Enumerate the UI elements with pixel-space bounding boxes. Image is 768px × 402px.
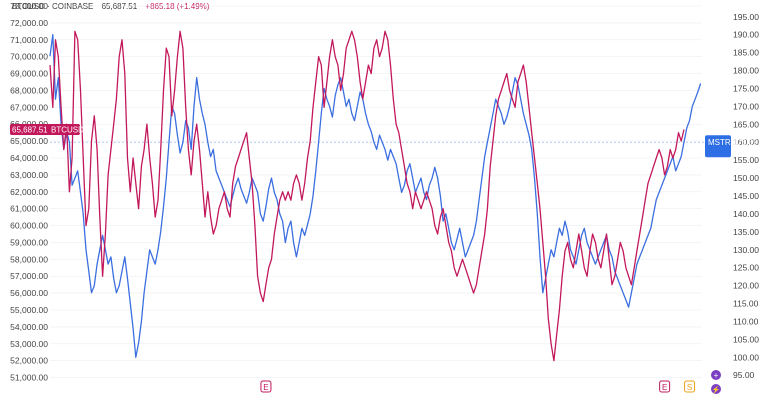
btc-price-tag: 65,687.51 BTCUSD [10,123,84,135]
btc-price-tag-symbol: BTCUSD [51,125,84,134]
series-line-btcusd [49,30,685,362]
symbol-title: BTCUSD · COINBASE [12,2,94,11]
left-tick-label: 71,000.00 [10,35,48,45]
left-tick-label: 61,000.00 [10,204,48,214]
lightning-icon-glyph: ⚡ [712,385,721,394]
left-tick-label: 68,000.00 [10,85,48,95]
right-tick-label: 110.00 [733,316,759,326]
left-price-axis[interactable]: 51,000.00 52,000.00 53,000.00 54,000.00 55,0… [10,1,48,383]
left-tick-label: 62,000.00 [10,187,48,197]
lightning-icon[interactable] [711,384,721,394]
series-lines [49,30,702,362]
btc-price-tag-bg [10,123,80,135]
left-tick-label: 64,000.00 [10,153,48,163]
event-marker[interactable] [659,380,671,393]
grid-lines [50,5,702,378]
left-tick-label: 55,000.00 [10,305,48,315]
chart-tools[interactable]: + ⚡ [711,370,721,394]
left-tick-label: 60,000.00 [10,221,48,231]
right-tick-label: 145.00 [733,191,759,201]
mstr-price-tag-value: 176.39 [733,138,758,147]
left-tick-label: 53,000.00 [10,339,48,349]
right-tick-label: 175.00 [733,83,759,93]
left-tick-label: 63,000.00 [10,170,48,180]
chart-header: BTCUSD · COINBASE 65,687.51 +865.18 (+1.… [12,2,209,11]
left-tick-label: 51,000.00 [10,373,48,383]
last-price: 65,687.51 [101,2,138,11]
plus-icon-glyph: + [714,371,719,380]
left-tick-label: 59,000.00 [10,237,48,247]
event-marker-label: E [263,383,268,392]
left-tick-label: 54,000.00 [10,322,48,332]
event-marker-label: S [687,383,692,392]
right-tick-label: 140.00 [733,209,759,219]
right-tick-label: 125.00 [733,263,759,273]
right-tick-label: 130.00 [733,245,759,255]
right-tick-label: 180.00 [733,66,759,76]
left-tick-label: 58,000.00 [10,254,48,264]
left-tick-label: 69,000.00 [10,69,48,79]
right-tick-label: 185.00 [733,48,759,58]
plus-icon[interactable] [711,370,721,380]
right-tick-label: 115.00 [733,299,759,309]
right-tick-label: 190.00 [733,30,759,40]
left-tick-label: 72,000.00 [10,18,48,28]
price-change: +865.18 (+1.49%) [145,2,210,11]
right-tick-label: 105.00 [733,334,759,344]
right-tick-label: 100.00 [733,352,759,362]
left-tick-label: 56,000.00 [10,288,48,298]
left-tick-label: 67,000.00 [10,102,48,112]
left-tick-label: 70,000.00 [10,52,48,62]
right-tick-label: 155.00 [733,155,759,165]
right-tick-label: 170.00 [733,101,759,111]
right-tick-label: 160.00 [733,137,759,147]
mstr-price-tag: MSTR 176.39 32:51 [705,135,758,158]
right-tick-label: 120.00 [733,281,759,291]
left-tick-label: 73,000.00 [10,1,48,11]
right-tick-label: 135.00 [733,227,759,237]
left-tick-label: 52,000.00 [10,356,48,366]
event-marker[interactable] [260,380,272,393]
event-marker-label: E [662,383,667,392]
right-tick-label: 150.00 [733,173,759,183]
mstr-price-tag-countdown: 32:51 [733,147,754,156]
event-marker[interactable] [684,380,696,393]
right-tick-label: 95.00 [733,370,755,380]
right-price-axis[interactable]: 95.00 100.00 105.00 110.00 115.00 120.00 125.0… [733,12,759,380]
mstr-price-tag-bg [705,135,731,158]
right-tick-label: 195.00 [733,12,759,22]
right-tick-label: 165.00 [733,119,759,129]
btc-price-tag-value: 65,687.51 [12,125,48,134]
left-tick-label: 65,000.00 [10,136,48,146]
left-tick-label: 57,000.00 [10,271,48,281]
series-line-mstr [49,34,702,358]
mstr-price-tag-symbol: MSTR [708,138,731,147]
